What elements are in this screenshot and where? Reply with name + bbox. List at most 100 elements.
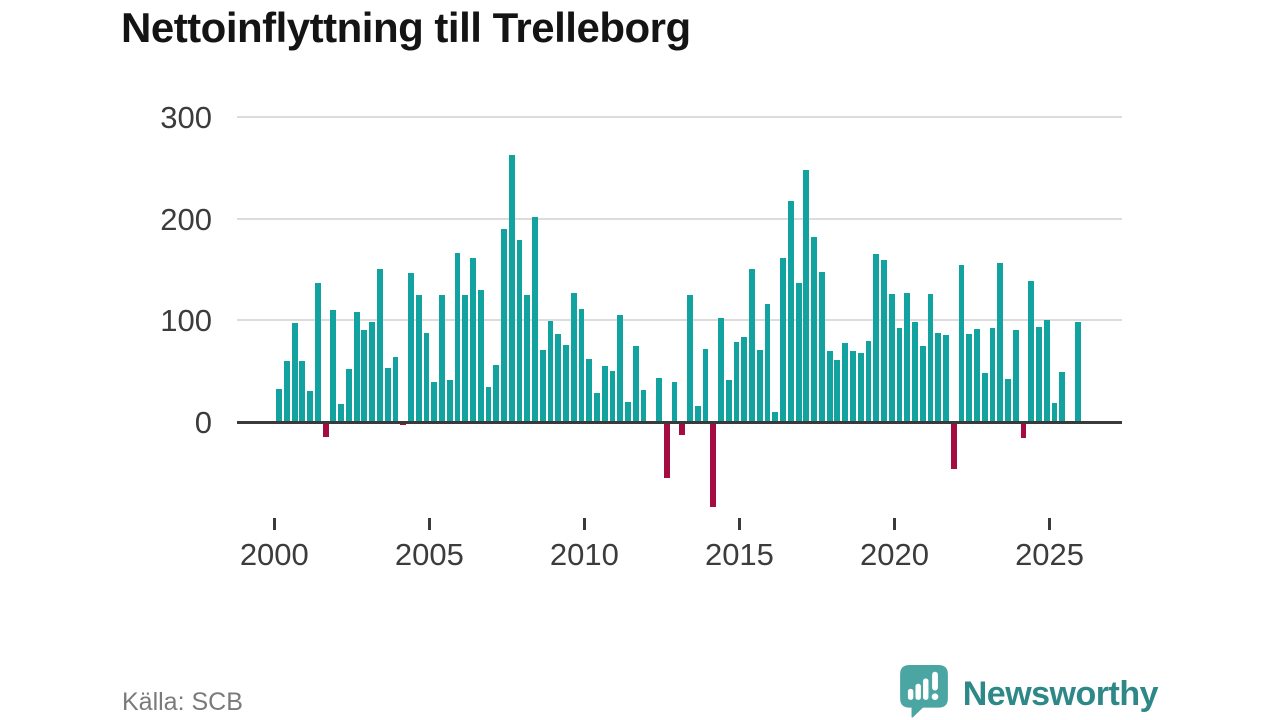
bar [570, 292, 577, 422]
bar [493, 365, 500, 422]
bar [384, 368, 391, 422]
bar [291, 323, 298, 422]
gridline-300 [237, 115, 1122, 118]
bar [718, 318, 724, 422]
bar [834, 359, 841, 422]
bar [501, 228, 507, 422]
bar [787, 201, 794, 422]
source-note: Källa: SCB [122, 688, 243, 716]
bar [586, 358, 593, 422]
bar [873, 254, 880, 422]
bar [377, 269, 383, 422]
bar [733, 341, 740, 422]
x-axis-label-2015: 2015 [704, 537, 774, 572]
bar [563, 344, 569, 422]
bar [919, 345, 926, 422]
bar [756, 349, 763, 422]
bar [276, 389, 282, 422]
x-axis-tick-2025 [1048, 518, 1052, 530]
bar [849, 350, 856, 422]
bar [330, 310, 337, 422]
x-axis-label-2000: 2000 [239, 537, 309, 572]
bar [663, 422, 670, 478]
bar [400, 422, 407, 426]
bar [1074, 322, 1081, 422]
bar [353, 312, 360, 422]
x-axis-label-2010: 2010 [549, 537, 619, 572]
bar [725, 380, 732, 422]
y-axis-label-200: 200 [160, 201, 212, 237]
gridline-200 [237, 217, 1122, 220]
bar [462, 294, 469, 422]
bar [609, 371, 616, 422]
bar [415, 294, 422, 422]
bar [842, 342, 849, 422]
bar [671, 382, 678, 422]
bar [1012, 330, 1019, 422]
bar [1028, 280, 1035, 422]
x-axis-tick-2005 [427, 518, 431, 530]
y-axis-label-0: 0 [194, 405, 212, 440]
bar [981, 373, 988, 422]
x-axis-tick-2000 [272, 518, 276, 530]
x-axis-tick-2010 [582, 518, 586, 530]
bar [283, 360, 290, 422]
newsworthy-logo-text: Newsworthy [962, 674, 1159, 713]
bar [625, 401, 631, 422]
bar [958, 265, 965, 422]
bar [857, 352, 864, 422]
bar [392, 356, 399, 422]
bar [601, 366, 608, 422]
x-axis-tick-2020 [893, 518, 896, 530]
bar [423, 332, 430, 422]
bar [826, 350, 833, 422]
newsworthy-logo-icon [899, 664, 949, 720]
bar [361, 330, 368, 422]
y-axis-label-300: 300 [160, 99, 212, 135]
y-axis-label-100: 100 [160, 303, 212, 339]
bar [594, 392, 600, 422]
bar [710, 422, 717, 508]
bar [741, 336, 748, 422]
x-axis-label-2005: 2005 [394, 537, 464, 572]
bar [702, 348, 709, 422]
bar [524, 294, 531, 422]
bar [539, 349, 546, 422]
bar [470, 258, 476, 422]
x-axis-tick-2015 [737, 518, 741, 530]
bar [974, 329, 980, 422]
bar [966, 333, 973, 422]
bar [1005, 379, 1011, 422]
bar [896, 328, 903, 422]
bar [1036, 327, 1042, 422]
bar [764, 304, 771, 422]
bar [912, 322, 918, 422]
x-axis-label-2020: 2020 [860, 537, 929, 572]
bar [687, 294, 693, 422]
bar [795, 282, 802, 422]
bar [1051, 402, 1058, 422]
bar [865, 340, 872, 422]
x-axis-zero-line [237, 420, 1122, 424]
bar [369, 322, 376, 422]
bar [532, 216, 538, 422]
bar [943, 334, 949, 422]
bar [516, 240, 523, 422]
bar [508, 154, 515, 422]
bar [454, 253, 461, 422]
bar [547, 321, 554, 422]
bar [617, 315, 624, 422]
bar [477, 289, 484, 422]
bar [803, 169, 810, 422]
bar [772, 411, 779, 422]
bar [881, 260, 887, 422]
bar [578, 309, 585, 422]
bar [338, 403, 345, 422]
bar [749, 269, 755, 422]
bar [904, 292, 911, 422]
bar [997, 263, 1004, 422]
bar [950, 422, 957, 469]
bar [439, 294, 445, 422]
bar [314, 282, 321, 422]
